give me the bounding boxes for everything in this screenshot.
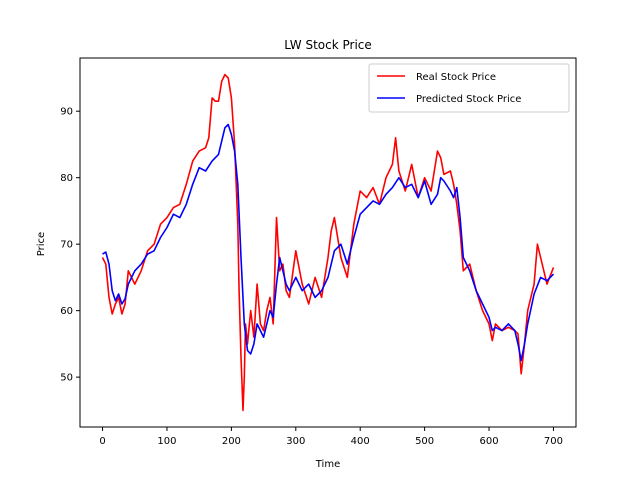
y-tick-label: 70 — [60, 240, 73, 251]
y-axis-label: Price — [36, 232, 47, 256]
y-tick-label: 50 — [60, 373, 73, 384]
legend-label-predicted: Predicted Stock Price — [416, 94, 521, 105]
x-axis-label: Time — [315, 459, 340, 470]
x-tick-label: 500 — [415, 436, 434, 447]
x-tick-label: 100 — [157, 436, 176, 447]
y-tick-label: 90 — [60, 107, 73, 118]
y-axis: 50 60 70 80 90 — [60, 107, 80, 384]
x-tick-label: 0 — [99, 436, 105, 447]
x-axis: 0 100 200 300 400 500 600 700 — [99, 427, 563, 447]
series-line-predicted — [102, 123, 555, 362]
plot-area — [101, 73, 555, 412]
axes-frame — [79, 57, 577, 428]
legend: Real Stock Price Predicted Stock Price — [368, 63, 570, 113]
x-tick-label: 600 — [479, 436, 498, 447]
chart-title: LW Stock Price — [284, 38, 372, 52]
y-tick-label: 60 — [60, 306, 73, 317]
y-tick-label: 80 — [60, 173, 73, 184]
legend-box — [368, 63, 570, 113]
x-tick-label: 700 — [544, 436, 563, 447]
legend-label-real: Real Stock Price — [416, 72, 496, 83]
x-tick-label: 300 — [286, 436, 305, 447]
x-tick-label: 400 — [351, 436, 370, 447]
x-tick-label: 200 — [222, 436, 241, 447]
series-line-real — [101, 73, 555, 412]
